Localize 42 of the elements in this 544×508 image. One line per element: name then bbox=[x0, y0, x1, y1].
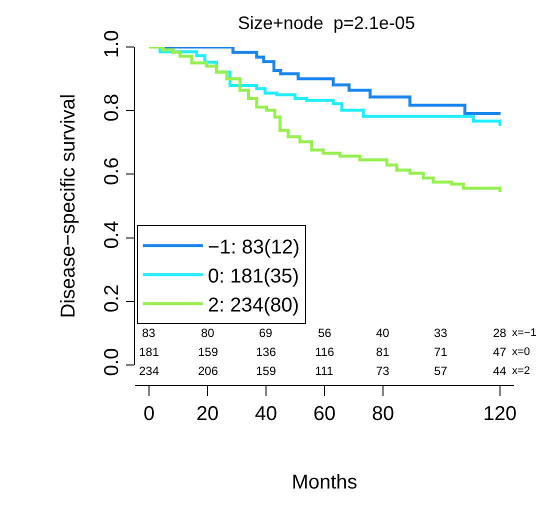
annotation: 116 bbox=[315, 345, 334, 359]
annotation: 136 bbox=[256, 345, 276, 359]
annotation: 73 bbox=[376, 364, 390, 378]
annotation: 57 bbox=[434, 364, 448, 378]
x-tick-label: 0 bbox=[143, 403, 155, 425]
x-tick-label: 20 bbox=[196, 403, 219, 425]
annotation: 159 bbox=[198, 345, 218, 359]
annotation: 181 bbox=[139, 345, 160, 359]
y-tick-label: 0.6 bbox=[101, 157, 123, 186]
annotation: 44 bbox=[493, 364, 507, 378]
x-tick-label: 120 bbox=[483, 403, 517, 425]
annotation: 234 bbox=[139, 364, 160, 378]
annotation: 159 bbox=[256, 364, 276, 378]
annotation: 81 bbox=[376, 345, 390, 359]
x-tick-label: 60 bbox=[313, 403, 336, 425]
chart-title: Size+node p=2.1e-05 bbox=[238, 13, 415, 34]
annotation: 40 bbox=[376, 326, 390, 340]
x-tick-label: 40 bbox=[254, 403, 278, 425]
y-axis-title: Disease−specific survival bbox=[58, 94, 80, 318]
annotation: 71 bbox=[434, 345, 448, 359]
annotation: 69 bbox=[259, 326, 273, 340]
annotation: 80 bbox=[201, 326, 215, 340]
legend-label: 0: 181(35) bbox=[208, 265, 300, 288]
x-axis-title: Months bbox=[292, 472, 358, 494]
y-tick-label: 0.2 bbox=[101, 284, 123, 312]
y-tick-label: 0.4 bbox=[101, 220, 123, 249]
annotation: 111 bbox=[315, 364, 334, 378]
annotation: 47 bbox=[493, 345, 507, 359]
y-tick-label: 0.0 bbox=[101, 348, 123, 376]
annotation: x=2 bbox=[512, 365, 530, 377]
annotation: 33 bbox=[434, 326, 448, 340]
annotation: x=0 bbox=[512, 346, 530, 358]
annotation: 206 bbox=[198, 364, 218, 378]
annotation: 56 bbox=[318, 326, 332, 340]
legend-label: −1: 83(12) bbox=[208, 236, 300, 258]
annotation: 28 bbox=[493, 326, 507, 340]
y-tick-label: 0.8 bbox=[101, 94, 123, 122]
y-tick-label: 1.0 bbox=[101, 30, 123, 58]
x-tick-label: 80 bbox=[372, 403, 394, 425]
legend-label: 2: 234(80) bbox=[208, 294, 300, 316]
annotation: x=−1 bbox=[512, 327, 536, 339]
annotation: 83 bbox=[142, 326, 156, 340]
